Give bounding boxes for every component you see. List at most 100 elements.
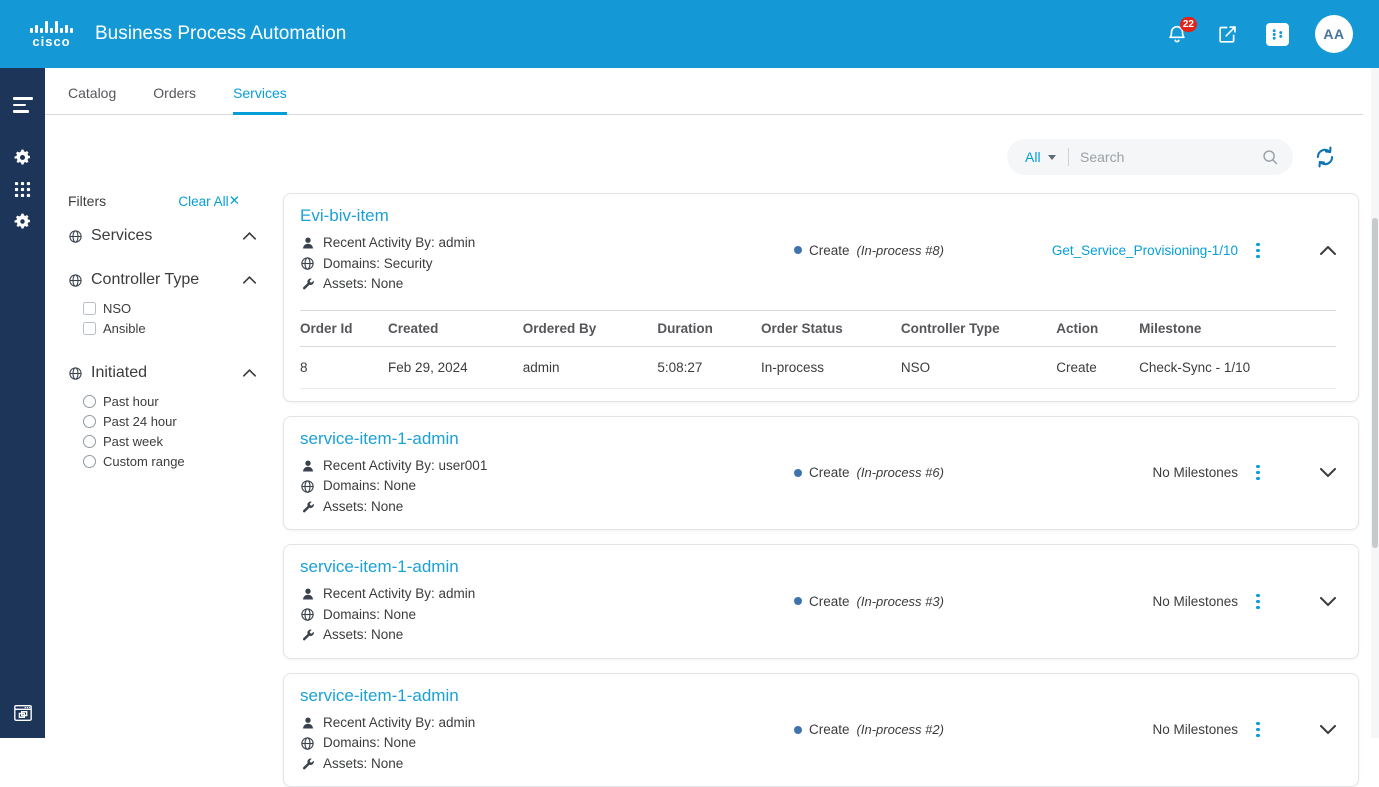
vertical-scrollbar[interactable] [1371,68,1379,738]
radio-past-week[interactable]: Past week [83,431,283,451]
col-created: Created [388,310,523,346]
radio-icon[interactable] [83,415,96,428]
wrench-icon [300,757,315,771]
service-card-list: Evi-biv-item Recent Activity By: admin [283,187,1379,787]
cell-created: Feb 29, 2024 [388,346,523,388]
service-card: service-item-1-admin Recent Activity By:… [283,544,1359,659]
kebab-menu-icon[interactable] [1250,719,1266,740]
filter-section-controller-type: Controller Type NSO Ansible [68,271,283,338]
radio-icon[interactable] [83,455,96,468]
cell-order-status: In-process [761,346,901,388]
orders-table: Order Id Created Ordered By Duration Ord… [300,310,1336,389]
chevron-up-icon[interactable] [243,276,256,284]
checkbox-ansible[interactable]: Ansible [83,318,283,338]
milestone-link[interactable]: Get_Service_Provisioning-1/10 [1046,243,1250,258]
cell-ordered-by: admin [523,346,658,388]
checkbox-nso[interactable]: NSO [83,298,283,318]
person-icon [300,236,315,250]
checkbox-icon[interactable] [83,302,96,315]
radio-icon[interactable] [83,435,96,448]
filters-panel: Filters Clear All✕ Services [45,187,283,787]
kebab-menu-icon[interactable] [1250,240,1266,261]
tab-catalog[interactable]: Catalog [68,85,116,114]
radio-icon[interactable] [83,395,96,408]
checkbox-icon[interactable] [83,322,96,335]
globe-icon [68,272,83,289]
menu-hamburger-icon[interactable] [0,90,45,120]
radio-past-hour[interactable]: Past hour [83,391,283,411]
card-meta: service-item-1-admin Recent Activity By:… [300,429,794,518]
status-dot-icon [794,597,802,605]
filter-section-initiated-header[interactable]: Initiated [68,364,256,382]
milestone-text: No Milestones [1046,594,1250,609]
search-input[interactable] [1080,149,1261,165]
chevron-down-icon[interactable] [1320,468,1336,477]
globe-icon [300,607,315,622]
service-title-link[interactable]: service-item-1-admin [300,557,794,577]
service-title-link[interactable]: service-item-1-admin [300,686,794,706]
filter-section-initiated: Initiated Past hour Past 24 hour [68,364,283,471]
kebab-menu-icon[interactable] [1250,462,1266,483]
clear-all-button[interactable]: Clear All✕ [178,193,240,209]
chevron-up-icon[interactable] [243,369,256,377]
service-card: Evi-biv-item Recent Activity By: admin [283,193,1359,402]
gear-icon[interactable] [0,142,45,172]
chevron-up-icon[interactable] [243,232,256,240]
recent-activity-text: Recent Activity By: admin [323,584,475,605]
filters-title: Filters [68,193,106,209]
service-title-link[interactable]: Evi-biv-item [300,206,794,226]
app-title: Business Process Automation [95,23,346,45]
left-rail [0,68,45,738]
window-panel-icon[interactable] [0,698,45,728]
grid-dots-icon[interactable] [0,174,45,204]
notifications-bell-icon[interactable]: 22 [1165,22,1189,46]
filter-section-label: Initiated [91,364,147,382]
search-scope-dropdown[interactable]: All [1025,149,1056,165]
status-action: Create [809,722,850,737]
gear-automation-icon[interactable] [0,206,45,236]
card-meta: service-item-1-admin Recent Activity By:… [300,686,794,775]
kebab-menu-icon[interactable] [1250,591,1266,612]
table-row[interactable]: 8 Feb 29, 2024 admin 5:08:27 In-process … [300,346,1336,388]
col-duration: Duration [657,310,761,346]
domains-text: Domains: None [323,476,416,497]
radio-past-24-hour[interactable]: Past 24 hour [83,411,283,431]
service-card: service-item-1-admin Recent Activity By:… [283,416,1359,531]
filter-section-controller-header[interactable]: Controller Type [68,271,256,289]
radio-custom-range[interactable]: Custom range [83,451,283,471]
tab-services[interactable]: Services [233,85,287,115]
filter-section-services-header[interactable]: Services [68,227,256,245]
wrench-icon [300,500,315,514]
chevron-down-icon[interactable] [1320,597,1336,606]
table-header-row: Order Id Created Ordered By Duration Ord… [300,310,1336,346]
close-icon: ✕ [229,193,240,209]
service-title-link[interactable]: service-item-1-admin [300,429,794,449]
milestone-text: No Milestones [1046,465,1250,480]
globe-icon [300,479,315,494]
recent-activity-text: Recent Activity By: user001 [323,456,487,477]
notification-count-badge: 22 [1180,17,1197,32]
tab-orders[interactable]: Orders [153,85,196,114]
wrench-icon [300,277,315,291]
scrollbar-thumb[interactable] [1372,218,1378,548]
order-status: Create (In-process #2) [794,722,1046,737]
globe-icon [68,228,83,245]
chevron-down-icon[interactable] [1320,725,1336,734]
checkbox-label: Ansible [103,321,146,336]
cell-order-id: 8 [300,346,388,388]
main-content: Catalog Orders Services All [45,68,1379,738]
apps-grid-icon[interactable] [1265,22,1289,46]
status-action: Create [809,594,850,609]
status-dot-icon [794,246,802,254]
search-icon[interactable] [1261,148,1279,166]
person-icon [300,587,315,601]
recent-activity-text: Recent Activity By: admin [323,713,475,734]
user-avatar[interactable]: AA [1315,15,1353,53]
chevron-up-icon[interactable] [1320,246,1336,255]
globe-icon [68,365,83,382]
external-link-icon[interactable] [1215,22,1239,46]
radio-label: Custom range [103,454,185,469]
assets-text: Assets: None [323,497,403,518]
refresh-icon[interactable] [1313,145,1337,169]
cell-milestone: Check-Sync - 1/10 [1139,346,1336,388]
